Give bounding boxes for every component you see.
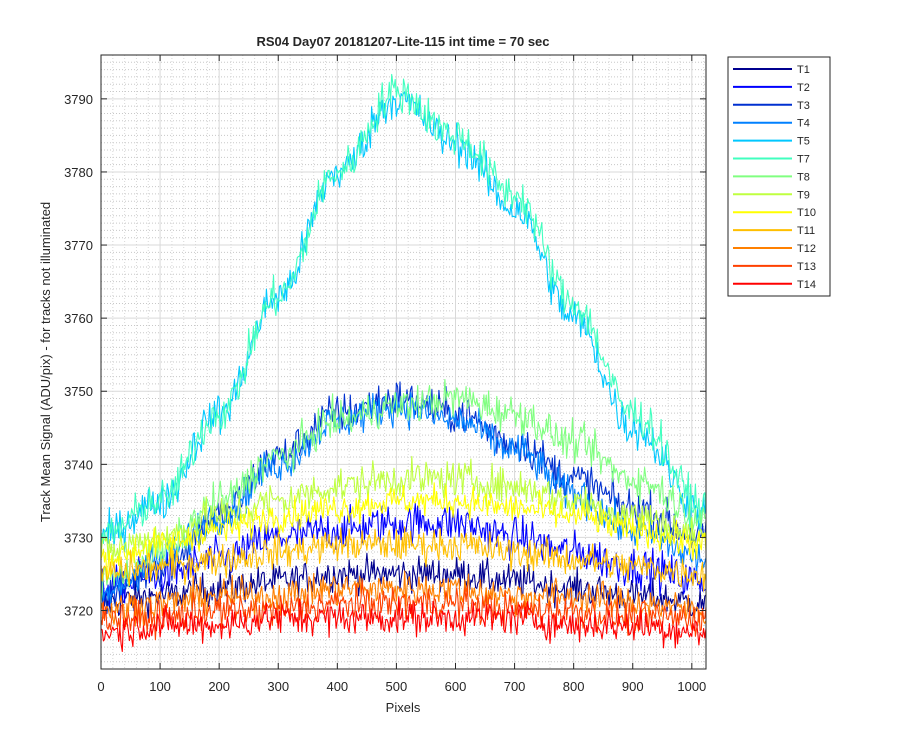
x-tick-label: 500 bbox=[386, 679, 408, 694]
y-tick-label: 3760 bbox=[64, 311, 93, 326]
legend-label-t13: T13 bbox=[797, 261, 816, 273]
legend-label-t9: T9 bbox=[797, 189, 810, 201]
series-line-t14 bbox=[100, 597, 707, 653]
x-axis-label: Pixels bbox=[386, 700, 421, 715]
grid bbox=[100, 54, 706, 670]
axes-box bbox=[100, 54, 707, 670]
legend-label-t3: T3 bbox=[797, 100, 810, 112]
plot-area bbox=[100, 73, 707, 653]
y-axis-label: Track Mean Signal (ADU/pix) - for tracks… bbox=[38, 202, 53, 522]
series-line-t8 bbox=[100, 379, 707, 603]
y-tick-label: 3790 bbox=[64, 92, 93, 107]
x-tick-label: 800 bbox=[563, 679, 585, 694]
y-tick-label: 3720 bbox=[64, 604, 93, 619]
x-tick-label: 1000 bbox=[677, 679, 706, 694]
series-line-t9 bbox=[100, 455, 707, 565]
legend-label-t5: T5 bbox=[797, 136, 810, 148]
series-line-t5 bbox=[100, 91, 707, 553]
legend-label-t8: T8 bbox=[797, 171, 810, 183]
x-tick-label: 100 bbox=[149, 679, 171, 694]
x-tick-label: 400 bbox=[326, 679, 348, 694]
y-tick-label: 3740 bbox=[64, 457, 93, 472]
legend-label-t4: T4 bbox=[797, 118, 810, 130]
x-tick-label: 300 bbox=[267, 679, 289, 694]
series-line-t1 bbox=[100, 552, 707, 620]
y-tick-label: 3750 bbox=[64, 384, 93, 399]
legend-label-t7: T7 bbox=[797, 154, 810, 166]
series-line-t11 bbox=[100, 526, 707, 592]
legend-label-t14: T14 bbox=[797, 279, 816, 291]
legend-label-t11: T11 bbox=[797, 225, 815, 237]
x-tick-label: 900 bbox=[622, 679, 644, 694]
chart-title: RS04 Day07 20181207-Lite-115 int time = … bbox=[256, 34, 549, 49]
y-tick-label: 3730 bbox=[64, 530, 93, 545]
series-line-t12 bbox=[100, 570, 707, 628]
x-tick-label: 700 bbox=[504, 679, 526, 694]
legend-label-t12: T12 bbox=[797, 243, 816, 255]
x-tick-label: 0 bbox=[97, 679, 104, 694]
series-line-t10 bbox=[100, 482, 707, 581]
legend-label-t2: T2 bbox=[797, 82, 810, 94]
x-tick-label: 200 bbox=[208, 679, 230, 694]
series-line-t7 bbox=[100, 73, 707, 555]
x-axis: 0 100 200 300 400 500 600 700 800 900 1000 bbox=[97, 55, 706, 694]
y-axis: 3720 3730 3740 3750 3760 3770 3780 3790 bbox=[64, 92, 706, 619]
legend: T1 T2 T3 T4 T5 T7 T8 T9 T10 T11 T12 T13 T14 bbox=[727, 56, 831, 297]
x-tick-label: 600 bbox=[445, 679, 467, 694]
series-line-t4 bbox=[100, 391, 707, 604]
legend-label-t10: T10 bbox=[797, 207, 816, 219]
y-tick-label: 3770 bbox=[64, 238, 93, 253]
y-tick-label: 3780 bbox=[64, 165, 93, 180]
legend-label-t1: T1 bbox=[797, 64, 810, 76]
